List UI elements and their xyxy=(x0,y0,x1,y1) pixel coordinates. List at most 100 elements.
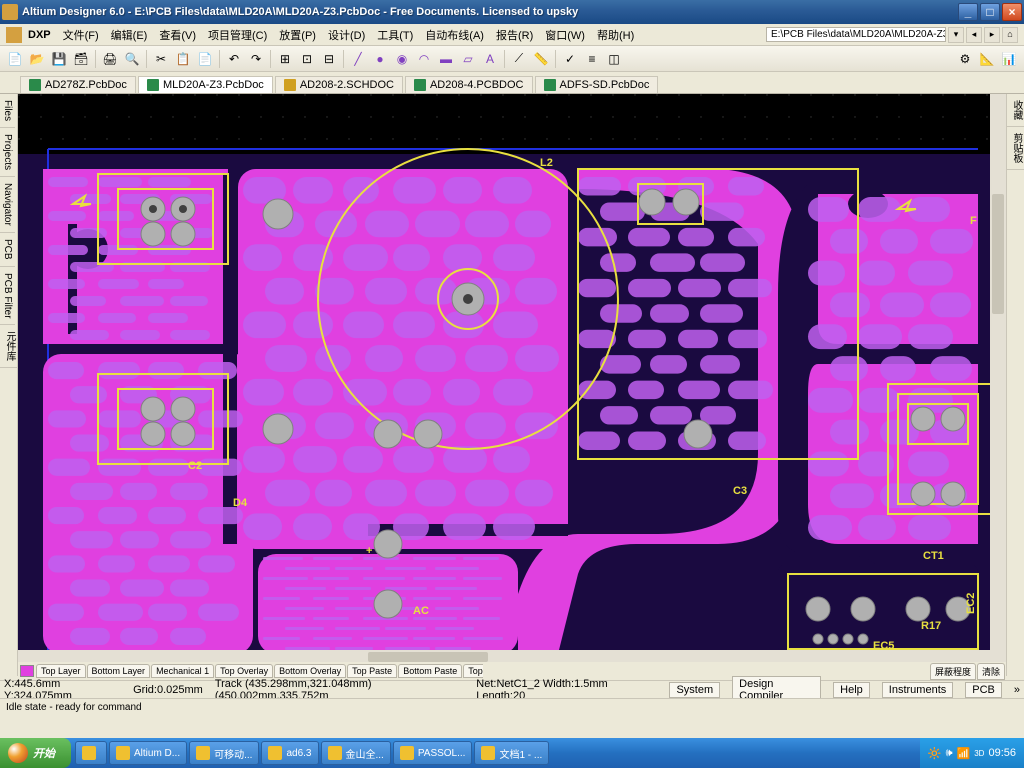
layers-button[interactable]: ≡ xyxy=(582,49,602,69)
left-tab[interactable]: Files xyxy=(0,94,15,128)
doc-tab[interactable]: AD208-4.PCBDOC xyxy=(405,76,533,93)
layer-tab[interactable]: Bottom Paste xyxy=(398,664,462,678)
doc-tab[interactable]: ADFS-SD.PcbDoc xyxy=(535,76,659,93)
menu-report[interactable]: 报告(R) xyxy=(496,27,533,43)
place-poly-button[interactable]: ▱ xyxy=(458,49,478,69)
place-fill-button[interactable]: ▬ xyxy=(436,49,456,69)
silk-C3: C3 xyxy=(733,485,747,497)
path-field[interactable]: E:\PCB Files\data\MLD20A\MLD20A-Z3 xyxy=(766,27,946,42)
taskbar-task[interactable]: 金山全... xyxy=(321,741,391,765)
menu-tools[interactable]: 工具(T) xyxy=(377,27,413,43)
close-button[interactable]: × xyxy=(1002,3,1022,21)
open-button[interactable]: 📂 xyxy=(27,49,47,69)
taskbar-task[interactable]: 可移动... xyxy=(189,741,259,765)
zoom-fit-button[interactable]: ⊞ xyxy=(275,49,295,69)
layer-tab[interactable]: Top Solder xyxy=(463,664,483,678)
nav-back-button[interactable]: ▾ xyxy=(948,27,964,43)
nav-next-button[interactable]: ▸ xyxy=(984,27,1000,43)
start-button[interactable]: 开始 xyxy=(0,738,71,768)
menu-file[interactable]: 文件(F) xyxy=(63,27,99,43)
menu-window[interactable]: 窗口(W) xyxy=(545,27,585,43)
doc-tab[interactable]: AD208-2.SCHDOC xyxy=(275,76,403,93)
current-layer-swatch[interactable] xyxy=(20,665,34,677)
copy-button[interactable]: 📋 xyxy=(173,49,193,69)
taskbar-task[interactable]: Altium D... xyxy=(109,741,187,765)
saveall-button[interactable]: 🗃 xyxy=(71,49,91,69)
left-tab[interactable]: Navigator xyxy=(0,177,15,233)
doc-icon xyxy=(147,79,159,91)
save-button[interactable]: 💾 xyxy=(49,49,69,69)
drc-button[interactable]: ✓ xyxy=(560,49,580,69)
menu-autoroute[interactable]: 自动布线(A) xyxy=(425,27,484,43)
clear-button[interactable]: 清除 xyxy=(977,663,1005,680)
cut-button[interactable]: ✂ xyxy=(151,49,171,69)
taskbar-task[interactable]: PASSOL... xyxy=(393,741,473,765)
menu-edit[interactable]: 编辑(E) xyxy=(111,27,148,43)
task-icon xyxy=(116,746,130,760)
menu-view[interactable]: 查看(V) xyxy=(159,27,196,43)
tray-clock: 09:56 xyxy=(988,747,1016,759)
tool-a-button[interactable]: ⚙ xyxy=(955,49,975,69)
window-title: Altium Designer 6.0 - E:\PCB Files\data\… xyxy=(22,6,956,18)
place-via-button[interactable]: ◉ xyxy=(392,49,412,69)
layer-tab[interactable]: Bottom Layer xyxy=(87,664,151,678)
doc-tab[interactable]: MLD20A-Z3.PcbDoc xyxy=(138,76,273,93)
status-more-icon[interactable]: » xyxy=(1014,684,1020,696)
taskbar-task[interactable] xyxy=(75,741,107,765)
menu-design[interactable]: 设计(D) xyxy=(328,27,365,43)
right-tab[interactable]: 剪贴板 xyxy=(1007,127,1024,170)
tool-c-button[interactable]: 📊 xyxy=(999,49,1019,69)
right-tab[interactable]: 收藏 xyxy=(1007,94,1024,127)
layer-tab[interactable]: Top Overlay xyxy=(215,664,273,678)
menu-help[interactable]: 帮助(H) xyxy=(597,27,634,43)
layer-tab[interactable]: Mechanical 1 xyxy=(151,664,214,678)
system-tray[interactable]: 🔆🕪📶3D 09:56 xyxy=(920,738,1024,768)
menu-place[interactable]: 放置(P) xyxy=(279,27,316,43)
place-line-button[interactable]: ╱ xyxy=(348,49,368,69)
pcb-view[interactable]: L2 C2 C3 D4 AC CT1 EC5 R17 + F EC2 xyxy=(18,94,1006,664)
paste-button[interactable]: 📄 xyxy=(195,49,215,69)
nav-home-button[interactable]: ⌂ xyxy=(1002,27,1018,43)
maximize-button[interactable]: □ xyxy=(980,3,1000,21)
menu-project[interactable]: 项目管理(C) xyxy=(208,27,267,43)
left-tab[interactable]: Projects xyxy=(0,128,15,177)
left-tab[interactable]: PCB Filter xyxy=(0,267,15,326)
task-icon xyxy=(268,746,282,760)
nav-prev-button[interactable]: ◂ xyxy=(966,27,982,43)
panel-help-button[interactable]: Help xyxy=(833,682,870,698)
taskbar-task[interactable]: 文档1 - ... xyxy=(474,741,549,765)
measure-button[interactable]: 📏 xyxy=(531,49,551,69)
zoom-area-button[interactable]: ⊡ xyxy=(297,49,317,69)
place-string-button[interactable]: A xyxy=(480,49,500,69)
silk-plus: + xyxy=(366,545,372,557)
panel-pcb-button[interactable]: PCB xyxy=(965,682,1002,698)
taskbar-task[interactable]: ad6.3 xyxy=(261,741,318,765)
place-pad-button[interactable]: ● xyxy=(370,49,390,69)
pcb-editor-canvas[interactable]: L2 C2 C3 D4 AC CT1 EC5 R17 + F EC2 xyxy=(18,94,1006,664)
layer-tab[interactable]: Bottom Overlay xyxy=(274,664,346,678)
layer-tab[interactable]: Top Layer xyxy=(36,664,86,678)
undo-button[interactable]: ↶ xyxy=(224,49,244,69)
place-arc-button[interactable]: ◠ xyxy=(414,49,434,69)
mask-level-button[interactable]: 屏蔽程度 xyxy=(930,663,976,680)
task-icon xyxy=(328,746,342,760)
panel-instruments-button[interactable]: Instruments xyxy=(882,682,953,698)
left-tab[interactable]: 元件库 xyxy=(0,325,19,368)
tool-b-button[interactable]: 📐 xyxy=(977,49,997,69)
left-tab[interactable]: PCB xyxy=(0,233,15,267)
print-button[interactable]: 🖨 xyxy=(100,49,120,69)
windows-taskbar: 开始 Altium D...可移动...ad6.3金山全...PASSOL...… xyxy=(0,738,1024,768)
panel-system-button[interactable]: System xyxy=(669,682,720,698)
doc-tab[interactable]: AD278Z.PcbDoc xyxy=(20,76,136,93)
redo-button[interactable]: ↷ xyxy=(246,49,266,69)
3d-button[interactable]: ◫ xyxy=(604,49,624,69)
minimize-button[interactable]: _ xyxy=(958,3,978,21)
zoom-select-button[interactable]: ⊟ xyxy=(319,49,339,69)
route-button[interactable]: ⟋ xyxy=(509,49,529,69)
dxp-menu[interactable]: DXP xyxy=(28,29,51,41)
doc-icon xyxy=(29,79,41,91)
new-button[interactable]: 📄 xyxy=(5,49,25,69)
preview-button[interactable]: 🔍 xyxy=(122,49,142,69)
layer-tab[interactable]: Top Paste xyxy=(347,664,397,678)
task-icon xyxy=(400,746,414,760)
